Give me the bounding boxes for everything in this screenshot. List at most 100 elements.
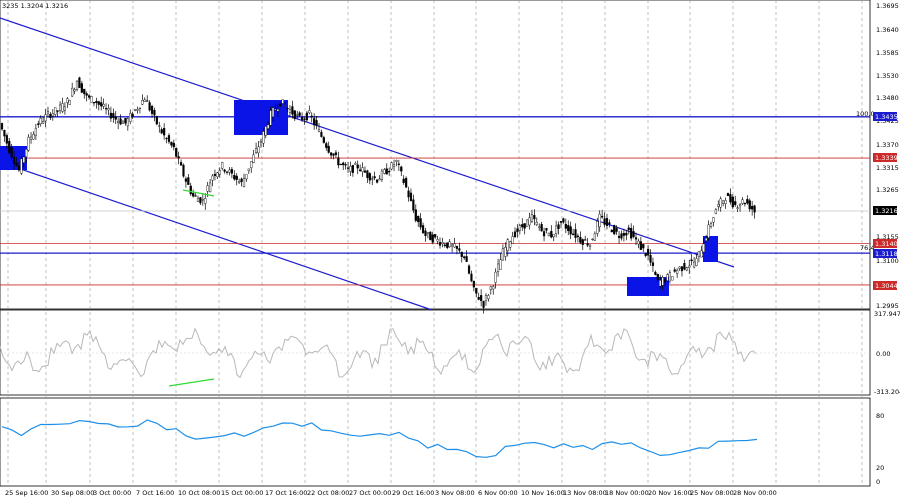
candle-body [250, 161, 253, 169]
price-tick: 1.3585 [876, 49, 899, 57]
time-tick: 3 Oct 00:00 [93, 489, 131, 497]
candle-body [405, 177, 408, 188]
candle-body [378, 178, 381, 181]
candle-body [642, 244, 645, 249]
candle-body [325, 143, 328, 148]
candle-body [12, 157, 16, 164]
candle-body [138, 107, 142, 109]
candle-body [153, 110, 156, 116]
divergence-line-cci[interactable] [168, 378, 215, 387]
candle-body [100, 102, 103, 107]
divergence-line-price[interactable] [182, 189, 215, 197]
candle-body [371, 178, 374, 180]
candle-body [240, 178, 243, 182]
candle-body [649, 255, 652, 263]
candle-body [552, 234, 555, 238]
candle-body [337, 157, 340, 166]
candle-body [722, 200, 725, 204]
candle-body [293, 110, 296, 120]
candle-body [634, 237, 638, 240]
candle-body [412, 199, 415, 211]
candle-body [143, 99, 146, 102]
candle-body [383, 169, 386, 174]
candle-body [709, 223, 713, 227]
rsi-axis-top: 80 [876, 412, 884, 420]
rsi-axis-bottom: 20 [876, 464, 884, 472]
candle-body [692, 261, 696, 268]
price-tick: 1.3265 [876, 186, 899, 194]
candle-body [632, 231, 635, 238]
candle-body [339, 163, 342, 166]
candle-body [315, 120, 318, 126]
price-tick: 1.3480 [876, 94, 899, 102]
candle-body [426, 232, 429, 234]
descending-channel[interactable] [0, 17, 735, 311]
candle-body [463, 256, 466, 259]
rsi-axis-zero: 0 [876, 478, 880, 486]
candle-body [494, 271, 497, 283]
candle-body [501, 248, 505, 261]
candle-body [177, 156, 180, 159]
candle-body [160, 129, 163, 134]
channel-lower-line[interactable] [0, 161, 433, 311]
candle-body [267, 124, 270, 129]
candle-body [342, 162, 345, 166]
candle-body [175, 147, 178, 157]
candle-body [571, 233, 575, 235]
zone-box[interactable] [627, 277, 669, 296]
candle-body [625, 232, 628, 236]
candle-body [206, 185, 209, 192]
candle-body [368, 173, 371, 181]
zone-box[interactable] [234, 100, 288, 135]
candle-body [165, 137, 168, 140]
candle-body [741, 199, 744, 204]
zone-box[interactable] [703, 236, 718, 262]
candle-body [538, 226, 541, 228]
candle-body [242, 178, 246, 188]
candle-body [475, 287, 478, 294]
svg-text:1.3216: 1.3216 [875, 207, 898, 215]
candle-body [702, 243, 705, 253]
vertical-grid [7, 0, 863, 486]
candle-body [663, 279, 667, 283]
candle-body [114, 116, 117, 120]
candle-body [719, 198, 722, 208]
candle-body [29, 136, 33, 140]
candle-body [705, 237, 708, 242]
candle-body [647, 248, 650, 256]
price-tag: 1.3435 [873, 112, 898, 121]
candle-body [133, 109, 137, 111]
candle-body [271, 107, 275, 118]
time-tick: 15 Oct 00:00 [221, 489, 263, 497]
candle-body [167, 135, 171, 142]
candle-body [300, 117, 304, 120]
time-tick: 3 Nov 08:00 [435, 489, 475, 497]
candle-body [281, 99, 284, 104]
candle-body [407, 190, 410, 198]
rsi-indicator [1, 419, 758, 458]
candle-body [402, 178, 405, 183]
candle-body [697, 251, 701, 258]
candle-body [690, 259, 693, 262]
candle-body [516, 228, 519, 233]
candle-body [189, 185, 192, 195]
horizontal-levels[interactable] [0, 116, 870, 286]
zone-boxes[interactable] [0, 100, 718, 296]
candle-body [298, 112, 301, 116]
candle-body [359, 169, 362, 172]
candle-body [734, 201, 737, 206]
price-tick: 1.3370 [876, 141, 899, 149]
candle-body [204, 198, 207, 204]
candle-body [150, 106, 154, 114]
candle-body [230, 169, 233, 174]
rsi-line [1, 419, 758, 458]
candle-body [567, 225, 570, 232]
price-axis: 1.3695 1.3640 1.3585 1.3530 1.3480 1.342… [876, 2, 899, 310]
candle-body [73, 89, 76, 92]
candle-body [555, 225, 558, 234]
channel-upper-line[interactable] [0, 17, 735, 268]
candle-body [373, 176, 376, 179]
candle-body [700, 250, 703, 258]
